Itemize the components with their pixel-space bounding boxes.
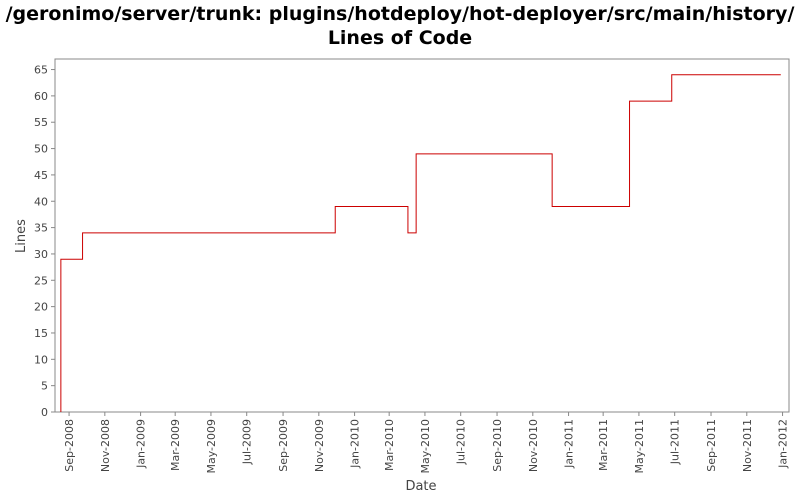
y-tick-label: 65 [34, 64, 48, 77]
y-tick-label: 30 [34, 248, 48, 261]
y-tick-label: 60 [34, 90, 48, 103]
y-tick-label: 50 [34, 143, 48, 156]
y-tick-label: 10 [34, 353, 48, 366]
y-tick-label: 55 [34, 116, 48, 129]
x-tick-label: Jan-2010 [349, 419, 362, 469]
chart-title-line: /geronimo/server/trunk: plugins/hotdeplo… [5, 3, 795, 25]
chart-title: /geronimo/server/trunk: plugins/hotdeplo… [0, 2, 800, 50]
y-tick-label: 45 [34, 169, 48, 182]
y-tick-label: 0 [41, 406, 48, 419]
x-tick-label: Sep-2009 [277, 419, 290, 472]
x-axis-label: Date [405, 479, 436, 494]
x-tick-label: Nov-2009 [313, 419, 326, 472]
x-tick-label: May-2009 [205, 419, 218, 474]
x-tick-label: Jul-2011 [669, 419, 682, 465]
y-tick-label: 15 [34, 327, 48, 340]
x-tick-label: May-2010 [419, 419, 432, 474]
series-line [60, 74, 781, 412]
x-tick-label: Mar-2009 [169, 419, 182, 471]
y-tick-label: 40 [34, 195, 48, 208]
y-tick-label: 5 [41, 380, 48, 393]
x-axis: Sep-2008 Nov-2008 Jan-2009 Mar-2009 May-2009… [63, 412, 790, 474]
x-tick-label: Nov-2011 [741, 419, 754, 472]
x-tick-label: Mar-2011 [597, 419, 610, 471]
x-tick-label: Jan-2009 [135, 419, 148, 469]
x-tick-label: Sep-2010 [491, 419, 504, 472]
x-tick-label: Jul-2009 [241, 419, 254, 465]
chart-subtitle: Lines of Code [327, 27, 473, 49]
x-tick-label: Sep-2011 [705, 419, 718, 472]
x-tick-label: Nov-2010 [527, 419, 540, 472]
y-tick-label: 35 [34, 222, 48, 235]
y-axis: 0 5 10 15 20 25 30 35 40 45 50 55 60 65 [34, 64, 55, 419]
x-tick-label: Jan-2012 [777, 419, 790, 469]
x-tick-label: Sep-2008 [63, 419, 76, 472]
x-tick-label: Mar-2010 [383, 419, 396, 471]
x-tick-label: Nov-2008 [99, 419, 112, 472]
plot-area [54, 58, 790, 413]
x-tick-label: Jul-2010 [455, 419, 468, 465]
y-axis-label: Lines [14, 219, 29, 253]
y-tick-label: 20 [34, 301, 48, 314]
x-tick-label: Jan-2011 [563, 419, 576, 469]
y-tick-label: 25 [34, 274, 48, 287]
x-tick-label: May-2011 [633, 419, 646, 474]
